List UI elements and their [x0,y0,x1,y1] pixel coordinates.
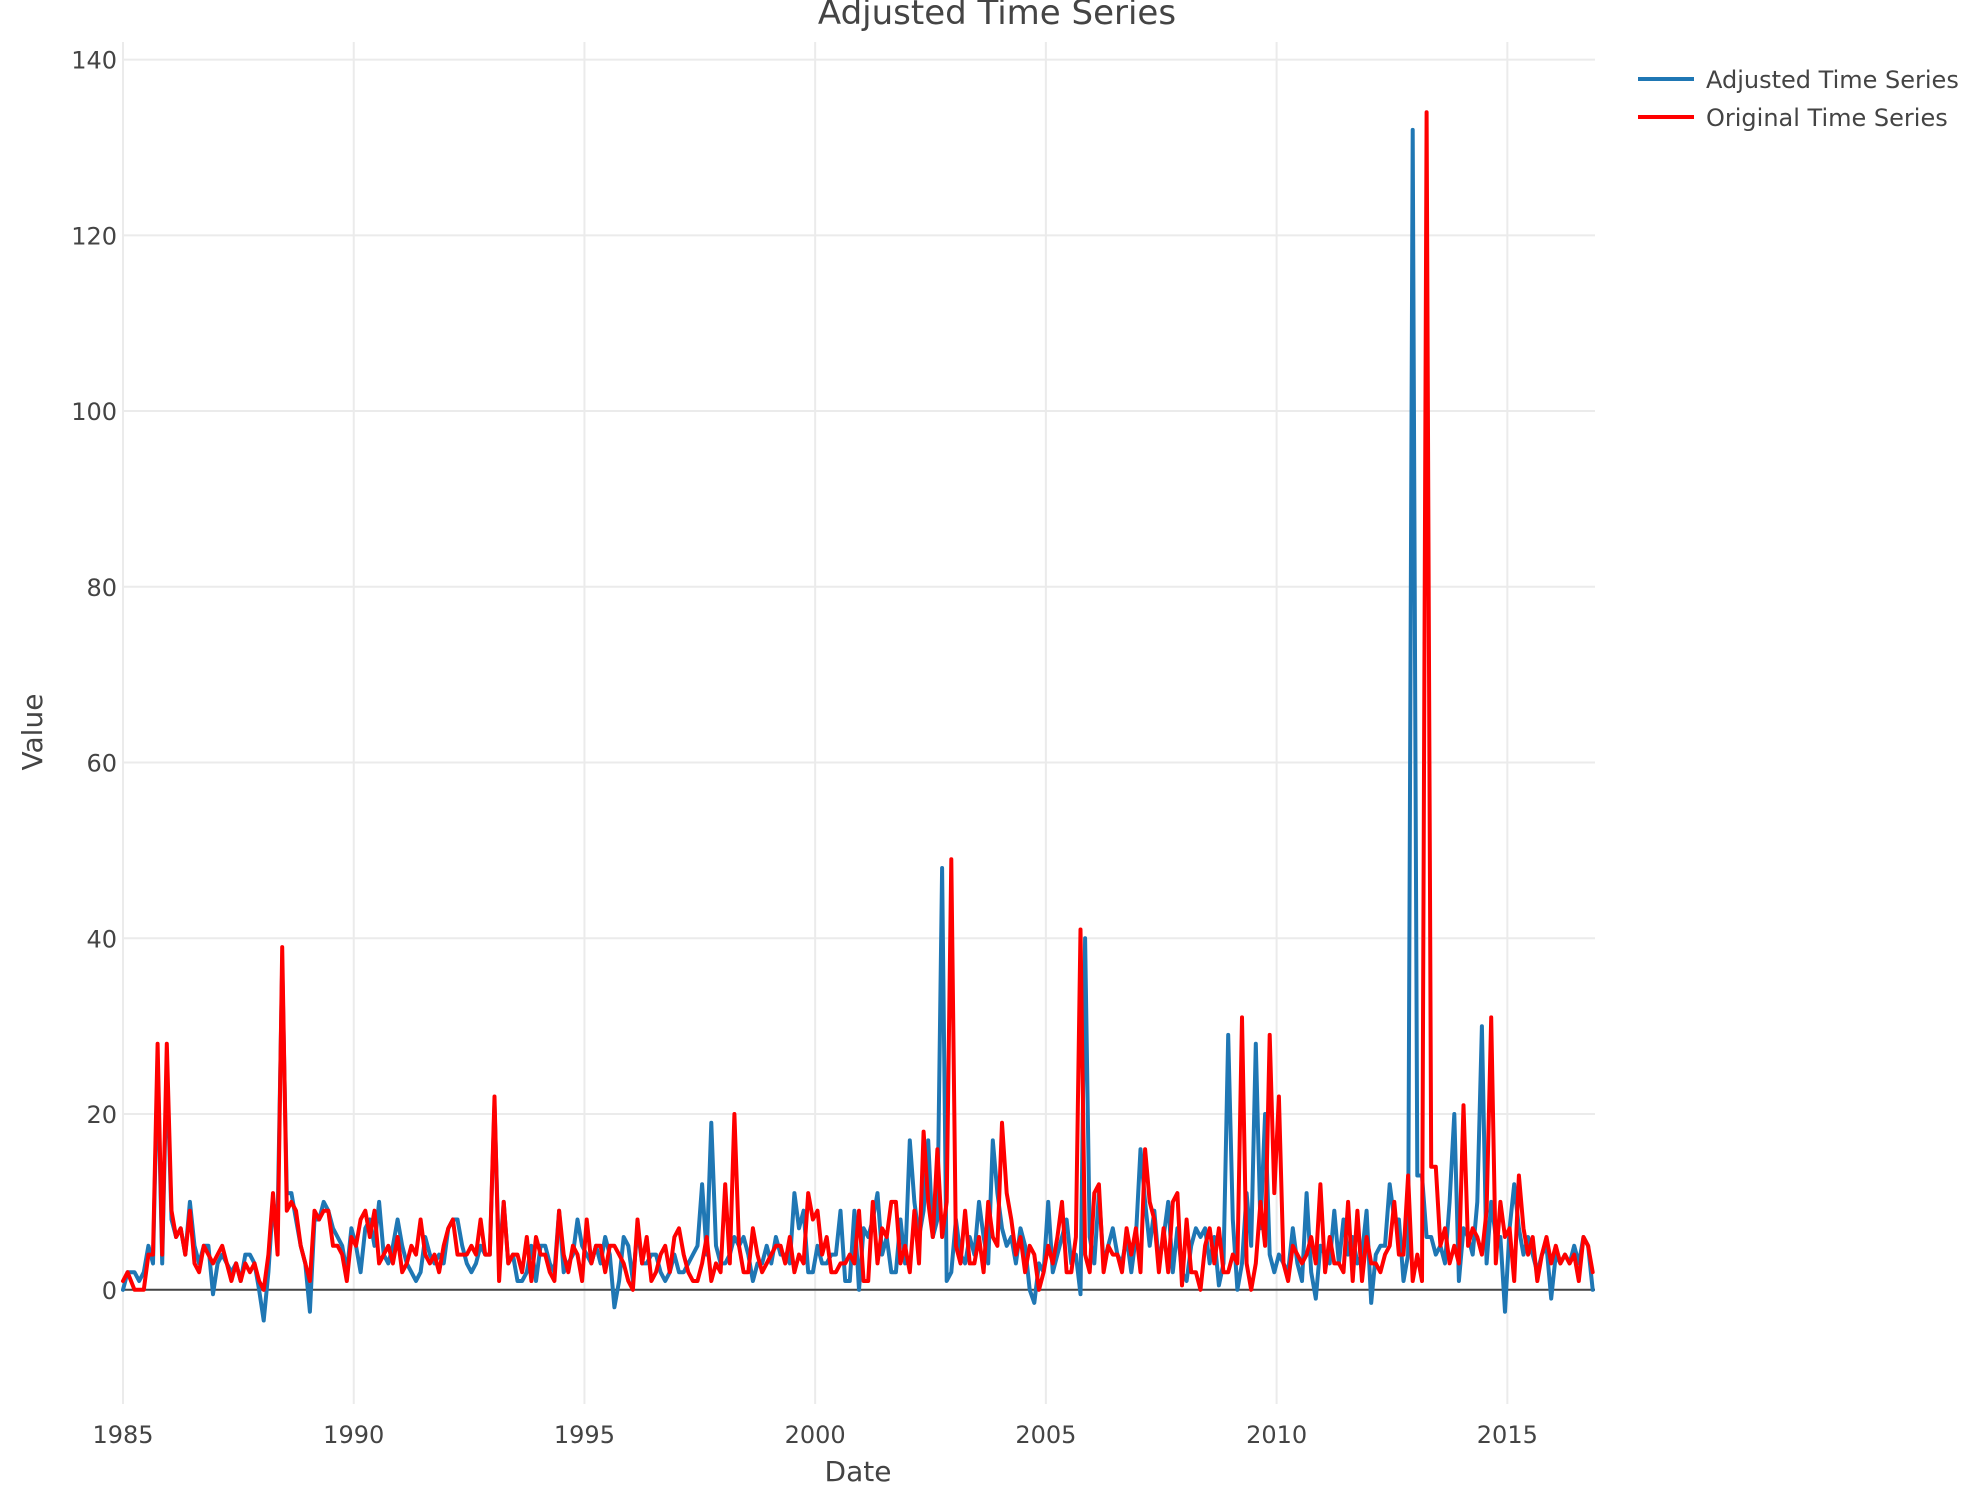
x-axis-ticks: 1985 1990 1995 2000 2005 2010 2015 [92,1421,1537,1449]
legend-item-adjusted[interactable]: Adjusted Time Series [1638,66,1959,94]
y-tick-label: 100 [71,398,117,426]
x-axis-title: Date [825,1455,892,1488]
x-tick-label: 2005 [1015,1421,1076,1449]
y-tick-label: 0 [102,1277,117,1305]
y-axis-ticks: 0 20 40 60 80 100 120 140 [71,47,117,1305]
x-tick-label: 2015 [1477,1421,1538,1449]
legend-item-original[interactable]: Original Time Series [1638,104,1948,132]
y-tick-label: 140 [71,47,117,75]
x-tick-label: 2010 [1246,1421,1307,1449]
plot-area[interactable] [121,110,1595,1323]
chart-title: Adjusted Time Series [818,0,1176,33]
y-tick-label: 80 [86,574,117,602]
x-tick-label: 2000 [785,1421,846,1449]
series-line-original[interactable] [121,110,1595,1292]
y-tick-label: 60 [86,750,117,778]
x-tick-label: 1990 [323,1421,384,1449]
grid [122,42,1595,1404]
y-tick-label: 20 [86,1101,117,1129]
y-tick-label: 40 [86,925,117,953]
x-tick-label: 1995 [554,1421,615,1449]
y-tick-label: 120 [71,222,117,250]
legend-label-original: Original Time Series [1706,104,1948,132]
y-axis-title: Value [16,694,49,771]
x-tick-label: 1985 [92,1421,153,1449]
legend-label-adjusted: Adjusted Time Series [1706,66,1959,94]
legend[interactable]: Adjusted Time Series Original Time Serie… [1638,66,1959,132]
series-line-adjusted[interactable] [121,127,1595,1323]
